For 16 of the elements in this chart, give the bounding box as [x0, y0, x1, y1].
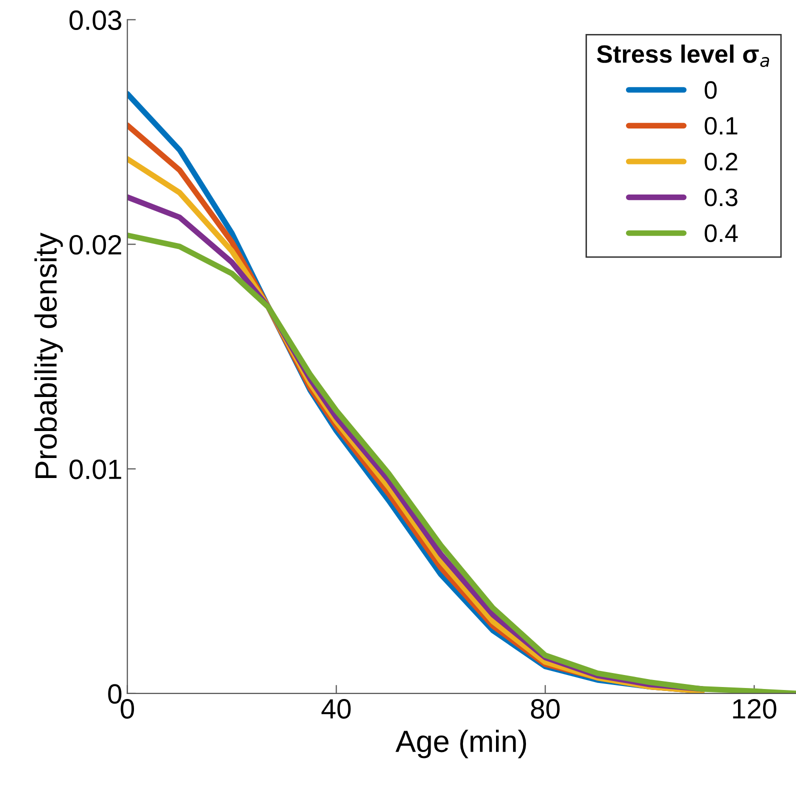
x-tick-label: 80: [531, 699, 560, 719]
x-axis-title: Age (min): [396, 730, 526, 758]
y-tick-label: 0.02: [70, 234, 122, 255]
legend-label: 0: [704, 81, 717, 99]
legend-label: 0.4: [704, 224, 738, 242]
legend-label: 0.2: [704, 152, 738, 170]
legend-label: 0.3: [704, 188, 738, 206]
y-tick-label: 0.03: [70, 10, 122, 30]
legend-label: 0.1: [704, 116, 738, 135]
y-axis-title: Probability density: [34, 232, 63, 478]
y-tick-label: 0.01: [70, 460, 122, 480]
x-tick-label: 0: [120, 699, 134, 719]
legend-title: Stress level σ$_{a}$: [596, 44, 770, 68]
y-tick-label: 0: [108, 684, 122, 704]
x-tick-label: 120: [733, 699, 776, 719]
x-tick-label: 40: [322, 699, 351, 719]
